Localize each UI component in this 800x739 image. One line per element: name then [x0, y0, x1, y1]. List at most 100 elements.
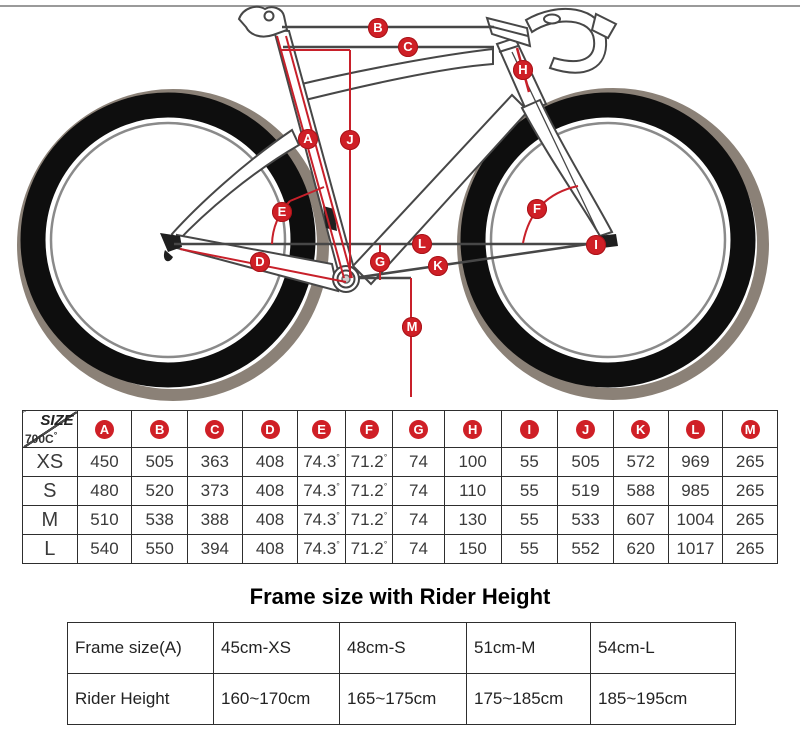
size-label: L: [22, 534, 78, 564]
dim-label-m: M: [402, 317, 422, 337]
size-value-cell: 265: [722, 505, 778, 535]
size-table: SIZE 700C° A B C D E F G H I J K L M XS 450 505 363 408 74.3…: [22, 410, 778, 564]
size-value-cell: 55: [500, 476, 559, 506]
col-badge-a: A: [94, 420, 114, 439]
frame: [170, 5, 618, 293]
size-value-cell: 533: [557, 505, 614, 535]
dim-label-g: G: [370, 252, 390, 272]
corner-size-label: SIZE: [40, 412, 74, 429]
size-value-cell: 71.2°: [344, 447, 394, 477]
size-value-cell: 71.2°: [344, 505, 394, 535]
size-value-cell: 55: [500, 447, 559, 477]
size-value-cell: 363: [187, 447, 243, 477]
size-value-cell: 74: [392, 534, 445, 564]
size-value-cell: 74.3°: [297, 534, 346, 564]
red-dimension-lines: [179, 35, 579, 397]
size-value-cell: 480: [76, 476, 133, 506]
col-badge-l: L: [685, 420, 705, 439]
fit-cell: Rider Height: [67, 673, 214, 725]
size-value-cell: 588: [612, 476, 669, 506]
size-value-cell: 408: [241, 447, 299, 477]
fit-row-1: Rider Height 160~170cm 165~175cm 175~185cm 1…: [67, 673, 736, 725]
size-value-cell: 150: [443, 534, 502, 564]
dim-label-i: I: [586, 235, 606, 255]
fit-table: Frame size(A) 45cm-XS 48cm-S 51cm-M 54cm-L Ri…: [67, 622, 736, 725]
size-row-s: S 480 520 373 408 74.3° 71.2° 74 110 55 519 588 985 2…: [22, 476, 778, 506]
size-value-cell: 71.2°: [344, 534, 394, 564]
fit-table-title: Frame size with Rider Height: [249, 584, 551, 609]
col-badge-k: K: [631, 420, 651, 439]
dim-label-c: C: [398, 37, 418, 57]
col-header-c: C: [187, 410, 243, 448]
size-value-cell: 450: [76, 447, 133, 477]
size-table-corner: SIZE 700C°: [22, 410, 78, 448]
dim-label-a: A: [298, 129, 318, 149]
size-value-cell: 394: [187, 534, 243, 564]
size-value-cell: 520: [131, 476, 188, 506]
size-value-cell: 74: [392, 505, 445, 535]
col-header-d: D: [241, 410, 299, 448]
size-value-cell: 71.2°: [344, 476, 394, 506]
dim-label-d: D: [250, 252, 270, 272]
col-header-f: F: [344, 410, 394, 448]
size-value-cell: 572: [612, 447, 669, 477]
fit-cell: 54cm-L: [590, 622, 736, 674]
size-value-cell: 540: [76, 534, 133, 564]
dim-label-f: F: [527, 199, 547, 219]
col-header-l: L: [667, 410, 724, 448]
size-row-m: M 510 538 388 408 74.3° 71.2° 74 130 55 533 607 1004…: [22, 505, 778, 535]
size-value-cell: 607: [612, 505, 669, 535]
size-value-cell: 1017: [667, 534, 724, 564]
fit-cell: 160~170cm: [213, 673, 340, 725]
corner-wheel-label: 700C°: [25, 430, 58, 447]
size-value-cell: 620: [612, 534, 669, 564]
col-header-g: G: [392, 410, 445, 448]
size-value-cell: 74.3°: [297, 447, 346, 477]
col-badge-g: G: [409, 420, 428, 439]
size-value-cell: 519: [557, 476, 614, 506]
col-badge-m: M: [740, 420, 760, 439]
col-badge-c: C: [205, 420, 225, 439]
size-value-cell: 130: [443, 505, 502, 535]
size-label: S: [22, 476, 78, 506]
col-header-j: J: [557, 410, 614, 448]
size-value-cell: 74: [392, 476, 445, 506]
size-value-cell: 408: [241, 505, 299, 535]
size-value-cell: 510: [76, 505, 133, 535]
size-value-cell: 74.3°: [297, 505, 346, 535]
fit-cell: 45cm-XS: [213, 622, 340, 674]
fit-cell: 165~175cm: [339, 673, 467, 725]
col-badge-f: F: [359, 420, 379, 439]
size-value-cell: 265: [722, 476, 778, 506]
dim-label-h: H: [513, 60, 533, 80]
size-value-cell: 265: [722, 447, 778, 477]
col-badge-d: D: [260, 420, 280, 439]
col-badge-b: B: [150, 420, 170, 439]
col-badge-i: I: [519, 420, 539, 439]
size-value-cell: 55: [500, 534, 559, 564]
size-value-cell: 969: [667, 447, 724, 477]
size-label: XS: [22, 447, 78, 477]
size-value-cell: 550: [131, 534, 188, 564]
dim-label-j: J: [340, 130, 360, 150]
fit-cell: 185~195cm: [590, 673, 736, 725]
size-value-cell: 408: [241, 534, 299, 564]
size-value-cell: 55: [500, 505, 559, 535]
dim-label-b: B: [368, 18, 388, 38]
col-badge-h: H: [463, 420, 483, 439]
dim-label-k: K: [428, 256, 448, 276]
size-value-cell: 552: [557, 534, 614, 564]
size-label: M: [22, 505, 78, 535]
bottom-bracket: [332, 265, 360, 293]
col-header-a: A: [76, 410, 133, 448]
col-badge-j: J: [576, 420, 596, 439]
col-badge-e: E: [312, 420, 332, 439]
size-row-l: L 540 550 394 408 74.3° 71.2° 74 150 55 552 620 1017…: [22, 534, 778, 564]
fit-cell: 175~185cm: [466, 673, 591, 725]
col-header-m: M: [722, 410, 778, 448]
size-value-cell: 100: [443, 447, 502, 477]
size-value-cell: 74.3°: [297, 476, 346, 506]
size-value-cell: 985: [667, 476, 724, 506]
